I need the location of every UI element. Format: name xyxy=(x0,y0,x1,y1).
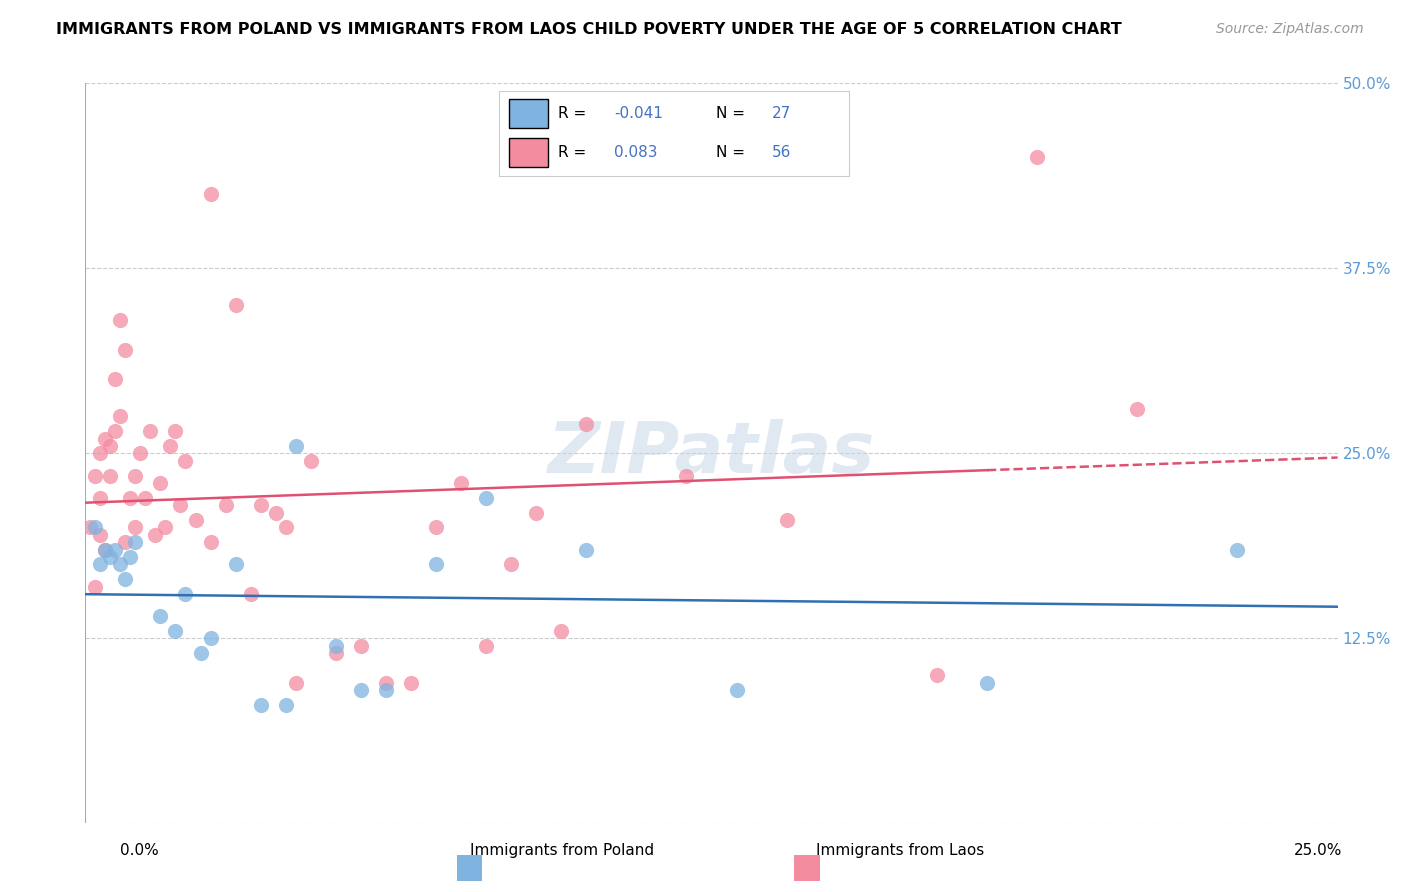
Point xyxy=(84,468,107,483)
Point xyxy=(675,468,697,483)
Point xyxy=(214,498,236,512)
Point xyxy=(79,520,101,534)
Point xyxy=(169,498,191,512)
Point xyxy=(124,520,146,534)
Point xyxy=(98,468,121,483)
Point xyxy=(89,446,111,460)
Point xyxy=(725,683,748,698)
Point xyxy=(145,528,167,542)
Point xyxy=(425,520,447,534)
Point xyxy=(120,550,142,565)
Point xyxy=(104,372,127,386)
Point xyxy=(450,476,472,491)
Point xyxy=(1226,542,1249,557)
Point xyxy=(89,491,111,505)
Point xyxy=(165,624,187,638)
Point xyxy=(190,646,212,660)
Point xyxy=(225,298,247,312)
Point xyxy=(120,491,142,505)
Point xyxy=(184,513,207,527)
Point xyxy=(174,587,197,601)
Point xyxy=(110,313,132,327)
Text: Immigrants from Laos: Immigrants from Laos xyxy=(815,843,984,858)
Point xyxy=(775,513,797,527)
Point xyxy=(165,424,187,438)
Point xyxy=(284,676,307,690)
Text: 25.0%: 25.0% xyxy=(1295,843,1343,858)
Point xyxy=(284,439,307,453)
Point xyxy=(134,491,156,505)
Point xyxy=(94,432,117,446)
Point xyxy=(475,639,498,653)
Point xyxy=(159,439,181,453)
Point xyxy=(249,498,271,512)
Point xyxy=(225,558,247,572)
Point xyxy=(264,506,287,520)
Point xyxy=(139,424,162,438)
Point xyxy=(129,446,152,460)
Point xyxy=(249,698,271,712)
Point xyxy=(155,520,177,534)
Point xyxy=(425,558,447,572)
Point xyxy=(350,683,373,698)
Text: Immigrants from Poland: Immigrants from Poland xyxy=(471,843,654,858)
Point xyxy=(399,676,422,690)
Point xyxy=(149,476,172,491)
Point xyxy=(274,698,297,712)
Point xyxy=(299,454,322,468)
Point xyxy=(114,535,136,549)
Point xyxy=(110,558,132,572)
Point xyxy=(550,624,572,638)
Point xyxy=(200,187,222,202)
Text: 0.0%: 0.0% xyxy=(120,843,159,858)
Point xyxy=(374,683,396,698)
Point xyxy=(475,491,498,505)
Point xyxy=(325,646,347,660)
Point xyxy=(98,550,121,565)
Point xyxy=(124,535,146,549)
Point xyxy=(84,520,107,534)
Point xyxy=(501,558,523,572)
Point xyxy=(575,542,598,557)
Text: Source: ZipAtlas.com: Source: ZipAtlas.com xyxy=(1216,22,1364,37)
Point xyxy=(524,506,547,520)
Point xyxy=(84,580,107,594)
Point xyxy=(575,417,598,431)
Point xyxy=(174,454,197,468)
Point xyxy=(94,542,117,557)
Point xyxy=(89,558,111,572)
Point xyxy=(104,424,127,438)
Point xyxy=(239,587,262,601)
Point xyxy=(104,542,127,557)
Point xyxy=(89,528,111,542)
Point xyxy=(110,409,132,424)
Point xyxy=(149,609,172,624)
Point xyxy=(1026,151,1049,165)
Point xyxy=(350,639,373,653)
Text: IMMIGRANTS FROM POLAND VS IMMIGRANTS FROM LAOS CHILD POVERTY UNDER THE AGE OF 5 : IMMIGRANTS FROM POLAND VS IMMIGRANTS FRO… xyxy=(56,22,1122,37)
Point xyxy=(200,535,222,549)
Point xyxy=(114,572,136,586)
Point xyxy=(274,520,297,534)
Point xyxy=(976,676,998,690)
Point xyxy=(114,343,136,357)
Point xyxy=(94,542,117,557)
Point xyxy=(124,468,146,483)
Point xyxy=(200,632,222,646)
Text: ZIPatlas: ZIPatlas xyxy=(548,419,875,488)
Point xyxy=(925,668,948,682)
Point xyxy=(374,676,396,690)
Point xyxy=(98,439,121,453)
Point xyxy=(1126,402,1149,417)
Point xyxy=(325,639,347,653)
